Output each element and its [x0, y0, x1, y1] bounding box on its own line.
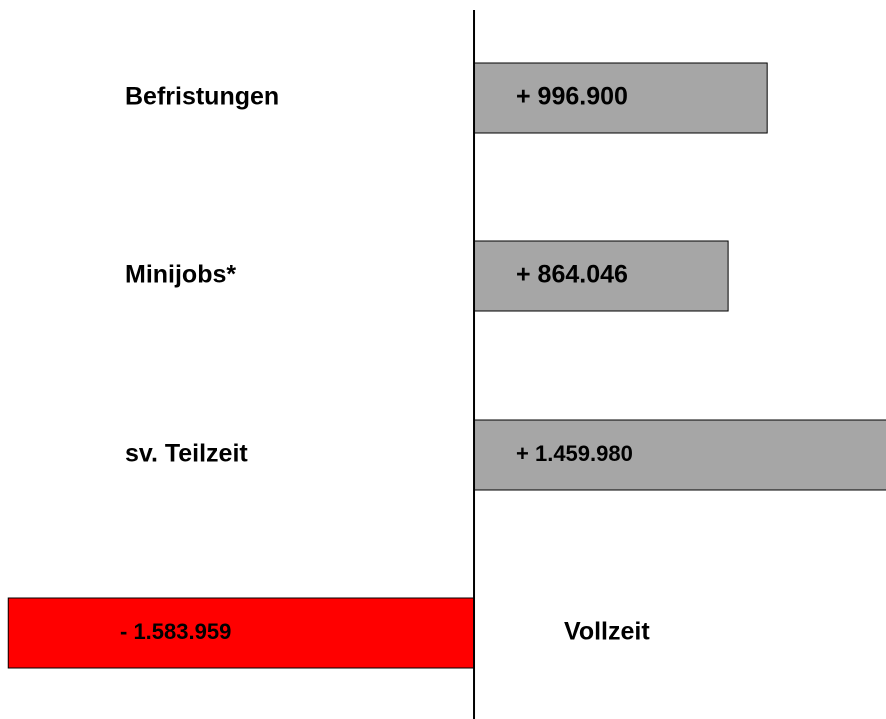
- category-label: sv. Teilzeit: [125, 440, 248, 468]
- value-label: + 996.900: [516, 83, 628, 111]
- bar: [7, 597, 475, 669]
- category-label: Vollzeit: [564, 618, 650, 646]
- bar: [473, 240, 729, 312]
- category-label: Minijobs*: [125, 261, 236, 289]
- category-label: Befristungen: [125, 83, 279, 111]
- bar: [473, 62, 768, 134]
- value-label: + 1.459.980: [516, 441, 633, 466]
- value-label: + 864.046: [516, 261, 628, 289]
- value-label: - 1.583.959: [120, 619, 231, 644]
- bar: [473, 419, 886, 491]
